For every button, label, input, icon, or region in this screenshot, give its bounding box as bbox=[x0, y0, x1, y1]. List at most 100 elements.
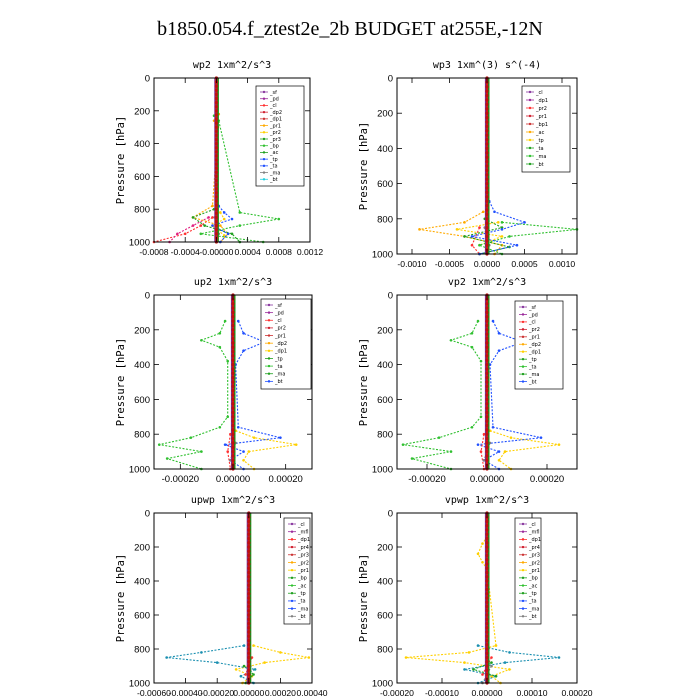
legend-label: _bp bbox=[528, 576, 538, 582]
data-point bbox=[497, 331, 501, 335]
zero-line-marker bbox=[485, 239, 489, 243]
x-tick-label: -0.0008 bbox=[139, 247, 168, 257]
series-line-tp bbox=[166, 645, 257, 684]
zero-line-marker bbox=[247, 609, 251, 613]
legend-label: _sf bbox=[274, 303, 282, 309]
zero-line-marker bbox=[214, 92, 218, 96]
y-tick-label: 800 bbox=[134, 645, 150, 656]
zero-line-marker bbox=[485, 441, 489, 445]
zero-line-marker bbox=[214, 142, 218, 146]
data-point bbox=[482, 432, 486, 436]
legend-marker bbox=[528, 122, 532, 126]
zero-line-marker bbox=[214, 215, 218, 219]
panel-title: up2 1xm^2/s^3 bbox=[194, 277, 272, 288]
zero-line-marker bbox=[247, 664, 251, 668]
chart-panel-6: vpwp 1xm^2/s^3 Pressure [hPa] 0 200 400 600 80… bbox=[358, 495, 593, 698]
zero-line-marker bbox=[485, 566, 489, 570]
zero-line-marker bbox=[485, 230, 489, 234]
zero-line-marker bbox=[231, 389, 235, 393]
zero-line-marker bbox=[485, 190, 489, 194]
zero-line-marker bbox=[247, 524, 251, 528]
y-tick-label: 800 bbox=[134, 205, 150, 216]
zero-line-marker bbox=[231, 384, 235, 388]
zero-line-marker bbox=[214, 96, 218, 101]
zero-line-marker bbox=[247, 566, 251, 570]
data-point bbox=[279, 651, 282, 654]
data-point bbox=[250, 656, 254, 659]
legend-label: _tp bbox=[297, 591, 306, 597]
data-point bbox=[244, 673, 247, 676]
zero-line-marker bbox=[485, 528, 489, 532]
zero-line-marker bbox=[485, 226, 489, 230]
y-tick-label: 0 bbox=[145, 291, 150, 302]
x-tick-label: 0.00010 bbox=[516, 688, 547, 698]
y-tick-label: 0 bbox=[145, 74, 150, 85]
x-tick-label: 0.00020 bbox=[530, 474, 564, 485]
zero-line-marker bbox=[231, 363, 235, 367]
series-line-cl bbox=[471, 227, 481, 255]
x-tick-label: 0.0000 bbox=[474, 259, 501, 269]
y-tick-label: 600 bbox=[134, 395, 150, 406]
y-tick-label: 200 bbox=[377, 325, 393, 336]
data-point bbox=[478, 226, 481, 229]
data-point bbox=[222, 217, 226, 221]
zero-line-marker bbox=[247, 583, 251, 587]
legend-label: _ta bbox=[535, 146, 544, 152]
data-point bbox=[494, 674, 498, 678]
legend-label: _ta bbox=[274, 364, 283, 370]
legend-label: _cl bbox=[269, 103, 277, 109]
zero-line-marker bbox=[485, 89, 489, 93]
legend-label: _ta bbox=[528, 599, 537, 605]
legend-label: _ma bbox=[274, 372, 285, 378]
data-point bbox=[215, 661, 219, 664]
zero-line-marker bbox=[485, 397, 489, 401]
zero-line-marker bbox=[231, 393, 235, 397]
data-point bbox=[242, 450, 245, 453]
panel-title: wp2 1xm^2/s^3 bbox=[193, 60, 271, 71]
zero-line-marker bbox=[214, 199, 218, 203]
zero-line-marker bbox=[485, 436, 489, 441]
legend-marker bbox=[521, 615, 525, 618]
zero-line-marker bbox=[485, 519, 489, 524]
data-point bbox=[497, 349, 501, 352]
zero-line-marker bbox=[485, 367, 489, 371]
legend-marker bbox=[521, 380, 525, 383]
y-tick-label: 200 bbox=[134, 325, 150, 336]
legend-label: _dp2 bbox=[269, 110, 282, 116]
legend-label: _bt bbox=[535, 162, 544, 168]
legend: _cl_mfl_dp1_pr4_pr3_pr2_pr1_bp_ac_tp_ta_… bbox=[514, 517, 542, 625]
legend-marker bbox=[262, 97, 266, 100]
data-point bbox=[191, 216, 195, 219]
zero-line-marker bbox=[485, 302, 489, 306]
data-point bbox=[503, 661, 507, 664]
legend-label: _pr2 bbox=[274, 326, 286, 332]
legend-marker bbox=[528, 154, 532, 158]
zero-line-marker bbox=[485, 349, 489, 354]
legend-label: _pr1 bbox=[535, 114, 547, 120]
x-tick-label: 0.0012 bbox=[297, 247, 324, 257]
zero-line-marker bbox=[485, 410, 489, 415]
data-point bbox=[199, 224, 203, 227]
legend-marker bbox=[521, 343, 525, 346]
zero-line-marker bbox=[231, 397, 235, 401]
zero-line-marker bbox=[247, 541, 251, 545]
legend-marker bbox=[267, 341, 271, 345]
zero-line-marker bbox=[214, 117, 218, 121]
zero-line-marker bbox=[214, 154, 218, 158]
data-point bbox=[476, 552, 480, 556]
zero-line-marker bbox=[231, 436, 235, 441]
data-point bbox=[176, 232, 179, 236]
data-point bbox=[165, 656, 168, 659]
data-point bbox=[497, 450, 501, 453]
zero-line-marker bbox=[485, 371, 489, 375]
data-point bbox=[472, 668, 475, 671]
figure-title: b1850.054.f_ztest2e_2b BUDGET at255E,-12… bbox=[157, 18, 543, 40]
panel-title: vpwp 1xm^2/s^3 bbox=[445, 495, 529, 506]
zero-line-marker bbox=[247, 562, 251, 566]
zero-line-marker bbox=[485, 562, 489, 566]
data-point bbox=[165, 457, 169, 460]
legend-marker bbox=[521, 320, 525, 324]
data-point bbox=[500, 221, 504, 224]
legend-label: _pd bbox=[269, 97, 279, 103]
zero-line-marker bbox=[231, 376, 235, 380]
